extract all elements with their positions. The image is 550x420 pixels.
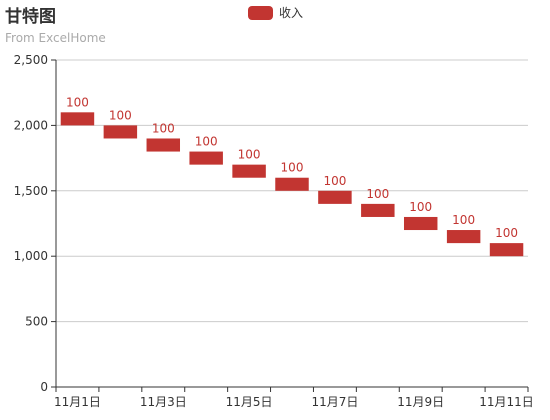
x-tick-label: 11月9日 [397, 395, 444, 409]
bar[interactable] [361, 203, 395, 217]
legend[interactable]: 收入 [248, 4, 303, 21]
bar[interactable] [146, 138, 181, 152]
data-label: 100 [195, 135, 218, 149]
bar[interactable] [232, 164, 266, 178]
legend-swatch [248, 5, 273, 20]
legend-label: 收入 [279, 6, 304, 20]
y-tick-label: 2,000 [14, 118, 48, 132]
bar[interactable] [103, 125, 138, 139]
bar[interactable] [489, 243, 524, 257]
bar[interactable] [60, 112, 95, 126]
data-label: 100 [409, 200, 432, 214]
data-label: 100 [66, 95, 89, 109]
data-label: 100 [238, 148, 261, 162]
bar[interactable] [275, 177, 309, 191]
chart-subtitle: From ExcelHome [5, 31, 106, 45]
x-tick-label: 11月3日 [140, 395, 187, 409]
data-label: 100 [152, 121, 175, 135]
y-tick-label: 1,000 [14, 249, 48, 263]
data-label: 100 [323, 174, 346, 188]
y-tick-label: 500 [25, 315, 48, 329]
data-label: 100 [281, 161, 304, 175]
bar[interactable] [318, 190, 352, 204]
x-tick-label: 11月7日 [311, 395, 358, 409]
x-tick-label: 11月5日 [226, 395, 273, 409]
bar[interactable] [446, 230, 481, 244]
bar[interactable] [189, 151, 223, 165]
data-label: 100 [366, 187, 389, 201]
data-label: 100 [452, 213, 475, 227]
chart-title: 甘特图 [5, 7, 56, 27]
y-tick-label: 0 [40, 380, 48, 394]
x-tick-label: 11月1日 [54, 395, 101, 409]
y-tick-label: 1,500 [14, 184, 48, 198]
x-tick-label: 11月11日 [479, 395, 534, 409]
bar[interactable] [403, 216, 438, 231]
data-label: 100 [109, 108, 132, 122]
data-label: 100 [495, 226, 518, 240]
y-tick-label: 2,500 [14, 53, 48, 67]
